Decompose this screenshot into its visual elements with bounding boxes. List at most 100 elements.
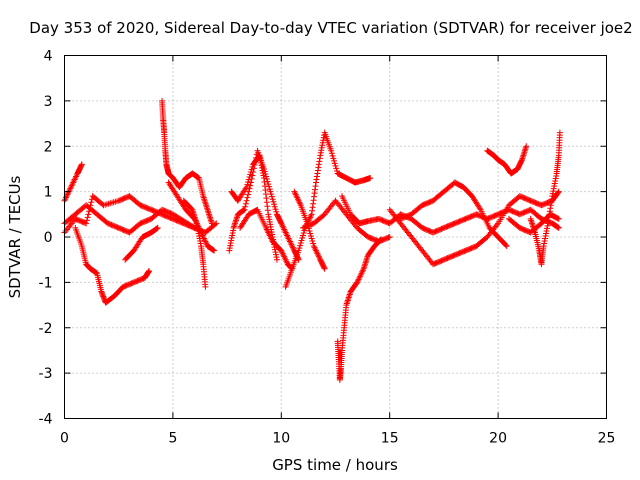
data-point (502, 242, 509, 249)
data-point (195, 174, 202, 181)
data-point (273, 256, 280, 263)
data-point (273, 208, 280, 215)
data-point (248, 166, 255, 173)
data-point (154, 225, 161, 232)
data-point (247, 171, 254, 178)
data-point (93, 269, 100, 276)
data-point (331, 157, 338, 164)
y-tick-label: 1 (44, 185, 53, 201)
data-point (297, 242, 304, 249)
data-point (242, 203, 249, 210)
data-point (307, 230, 314, 237)
data-point (246, 174, 253, 181)
data-point (247, 182, 254, 189)
data-point (212, 221, 219, 228)
data-point (306, 227, 313, 234)
series-arc-s (484, 143, 530, 177)
data-point (267, 188, 274, 195)
y-tick-label: 0 (44, 230, 53, 246)
data-point (523, 143, 530, 150)
data-point (266, 183, 273, 190)
data-point (92, 269, 99, 276)
data-point (385, 234, 392, 241)
data-point (153, 225, 160, 232)
data-point (556, 129, 563, 136)
data-point (209, 246, 216, 253)
x-tick-label: 15 (381, 431, 399, 447)
data-point (245, 179, 252, 186)
data-point (245, 176, 252, 183)
data-point (146, 268, 153, 275)
data-point (321, 265, 328, 272)
data-point (328, 147, 335, 154)
data-point (243, 184, 250, 191)
y-tick-label: 3 (44, 94, 53, 110)
data-point (83, 217, 90, 224)
data-point (300, 229, 307, 236)
series-arc-r (397, 179, 510, 250)
series-arc-u (505, 211, 562, 236)
chart-title: Day 353 of 2020, Sidereal Day-to-day VTE… (29, 19, 632, 37)
data-point (208, 220, 215, 227)
data-point (244, 194, 251, 201)
data-point (263, 176, 270, 183)
data-point (271, 203, 278, 210)
series-arc-h (180, 197, 209, 290)
x-tick-label: 0 (60, 431, 69, 447)
axis-ticks: 0 5 10 15 20 25 -4 -3 -2 -1 0 1 2 3 4 (39, 49, 616, 447)
data-point (245, 188, 252, 195)
y-tick-label: -4 (39, 412, 53, 428)
data-point (367, 175, 374, 182)
series-arc-a (61, 161, 85, 204)
series-arc-f (159, 97, 215, 227)
data-point (243, 197, 250, 204)
series-arc-t (527, 129, 563, 268)
data-point (249, 163, 256, 170)
data-point (308, 235, 315, 242)
data-point (266, 186, 273, 193)
data-point (555, 189, 562, 196)
data-point (194, 174, 201, 181)
data-point (353, 280, 360, 287)
data-point (247, 179, 254, 186)
data-point (298, 237, 305, 244)
series-arc-c (72, 224, 153, 306)
data-point (88, 199, 95, 206)
x-tick-label: 5 (168, 431, 177, 447)
data-point (270, 198, 277, 205)
data-point (554, 223, 561, 230)
data-point (83, 220, 90, 227)
data-point (310, 240, 317, 247)
x-tick-label: 10 (272, 431, 290, 447)
data-point (555, 215, 562, 222)
data-point (188, 205, 195, 212)
data-point (268, 191, 275, 198)
data-point (154, 224, 161, 231)
data-point (202, 283, 209, 290)
data-point (555, 224, 562, 231)
data-point (242, 200, 249, 207)
y-axis-label: SDTVAR / TECUs (6, 175, 24, 298)
data-point (247, 168, 254, 175)
data-point (378, 236, 385, 243)
data-point (299, 235, 306, 242)
data-point (244, 181, 251, 188)
data-point (297, 240, 304, 247)
data-point (210, 247, 217, 254)
data-point (239, 207, 246, 214)
y-tick-label: -3 (39, 366, 53, 382)
x-tick-label: 25 (598, 431, 616, 447)
y-tick-label: 2 (44, 139, 53, 155)
data-point (240, 207, 247, 214)
y-tick-label: -1 (39, 275, 53, 291)
data-point (386, 234, 393, 240)
data-point (333, 165, 340, 172)
data-point (332, 162, 339, 169)
data-point (85, 211, 92, 218)
data-point (555, 188, 562, 195)
data-point (295, 256, 302, 263)
series-arc-j (228, 152, 280, 263)
data-point (309, 238, 316, 245)
data-point (329, 152, 336, 159)
